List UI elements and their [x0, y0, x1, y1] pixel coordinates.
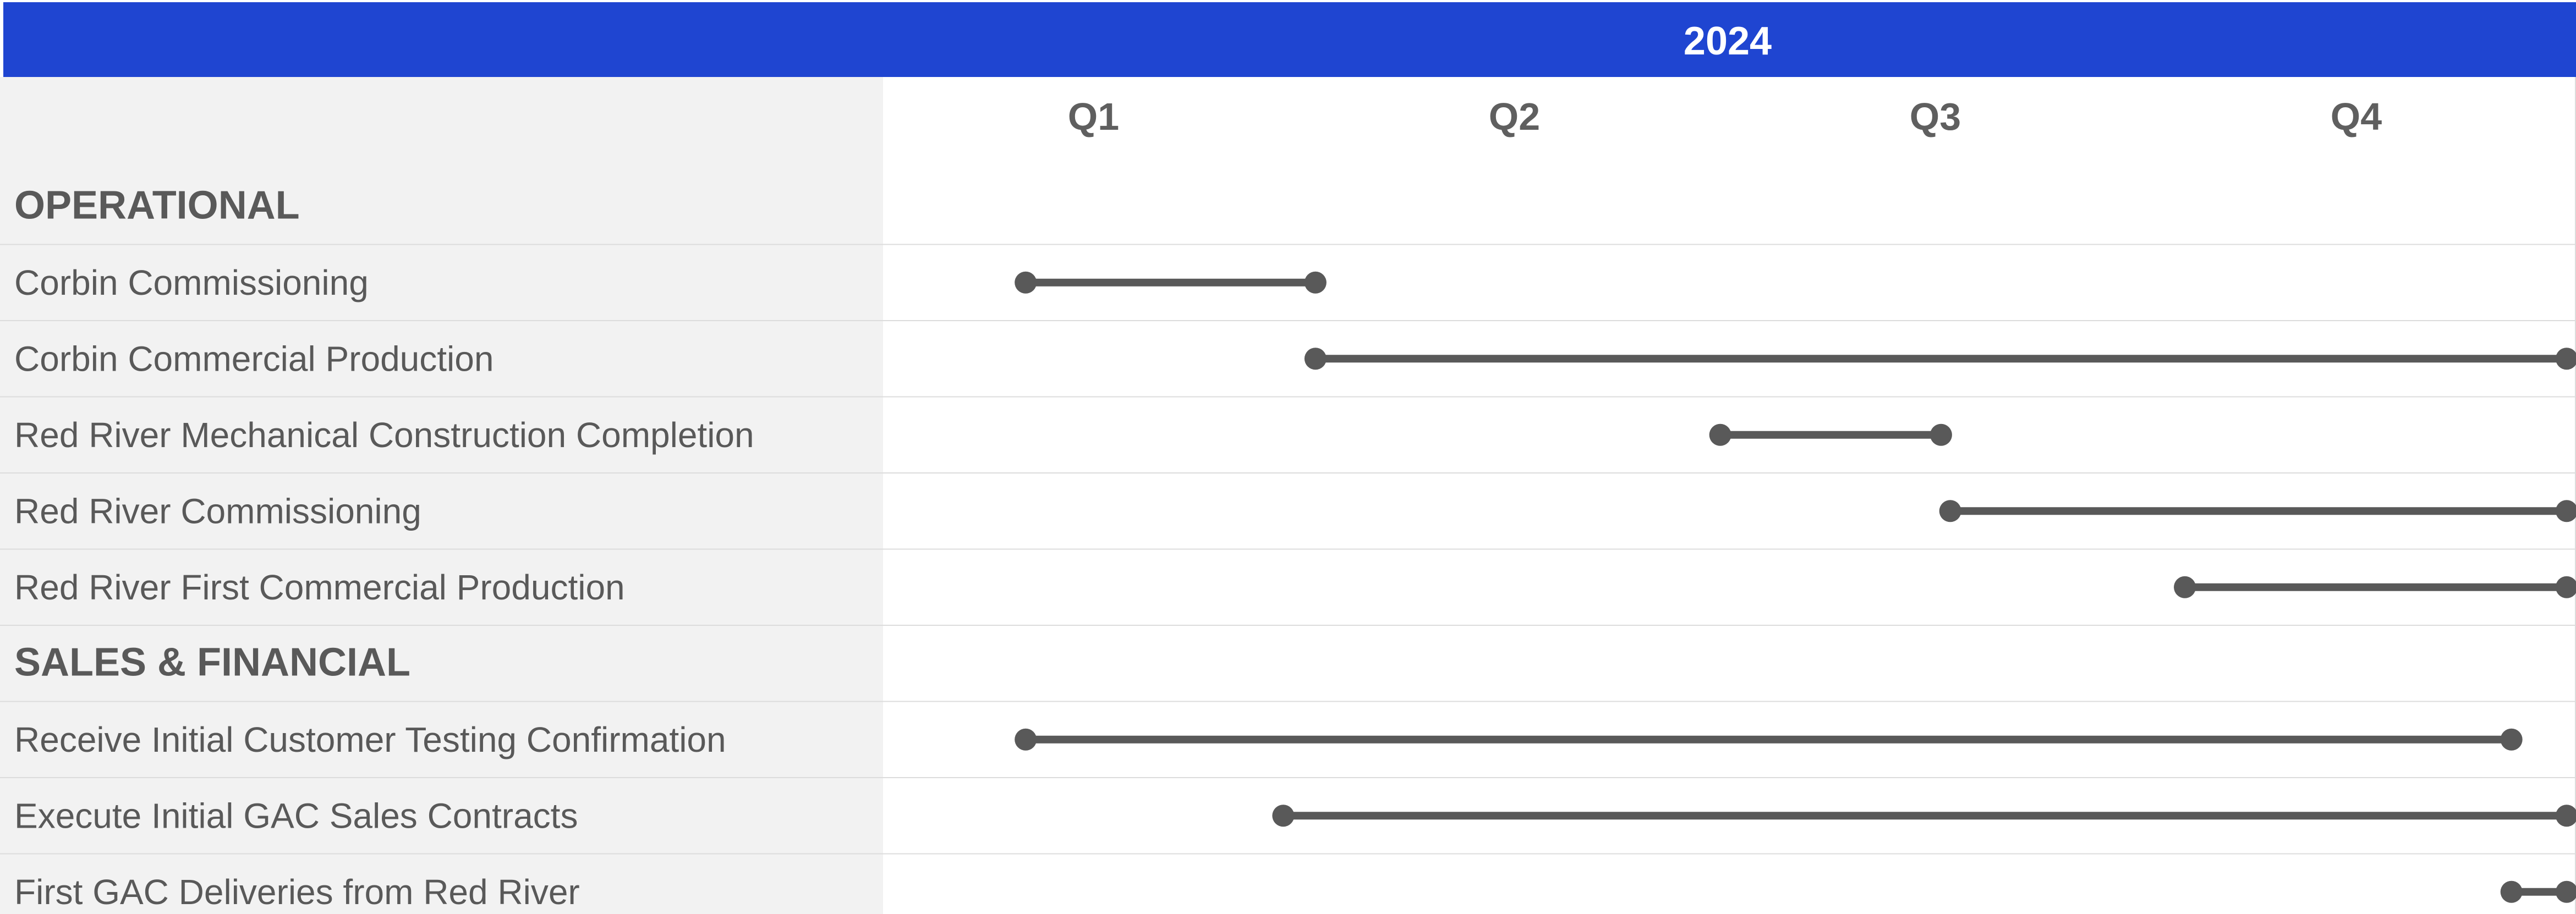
row-label: Red River Mechanical Construction Comple… [14, 415, 754, 455]
quarter-label: Q4 [2331, 95, 2382, 138]
bar-start-marker [1015, 271, 1037, 294]
section-header: SALES & FINANCIAL [14, 640, 410, 684]
row-label: Red River First Commercial Production [14, 568, 625, 607]
row-label: Corbin Commercial Production [14, 339, 494, 378]
bar-start-marker [2174, 576, 2196, 598]
bar-start-marker [1272, 805, 1295, 827]
bar-end-marker [2556, 500, 2576, 522]
quarter-label: Q1 [1068, 95, 1119, 138]
bar-end-marker [2556, 576, 2576, 598]
bar-end-marker [2556, 805, 2576, 827]
row-dividers [0, 77, 2576, 914]
bar-start-marker [1015, 728, 1037, 751]
bar-end-marker [1930, 423, 1952, 446]
bar-end-marker [2556, 880, 2576, 903]
year-label: 2024 [1684, 19, 1772, 63]
row-labels: OPERATIONAL Corbin Commissioning Corbin Co… [14, 183, 754, 912]
row-label: Corbin Commissioning [14, 263, 369, 302]
row-label: Red River Commissioning [14, 491, 421, 531]
quarter-label: Q3 [1910, 95, 1961, 138]
row-label: Execute Initial GAC Sales Contracts [14, 796, 578, 835]
row-label: First GAC Deliveries from Red River [14, 872, 580, 912]
timeline-bars [1015, 271, 2576, 903]
bar-start-marker [1304, 348, 1327, 370]
quarter-header: Q1 Q2 Q3 Q4 [1068, 95, 2382, 138]
bar-end-marker [1304, 271, 1327, 294]
year-header-bar [3, 2, 2576, 77]
bar-end-marker [2556, 348, 2576, 370]
label-panel-background [0, 77, 883, 914]
bar-start-marker [1939, 500, 1961, 522]
bar-end-marker [2500, 728, 2523, 751]
bar-start-marker [1709, 423, 1731, 446]
quarter-label: Q2 [1489, 95, 1540, 138]
row-label: Receive Initial Customer Testing Confirm… [14, 720, 726, 759]
section-header: OPERATIONAL [14, 183, 300, 227]
bar-start-marker [2500, 880, 2523, 903]
